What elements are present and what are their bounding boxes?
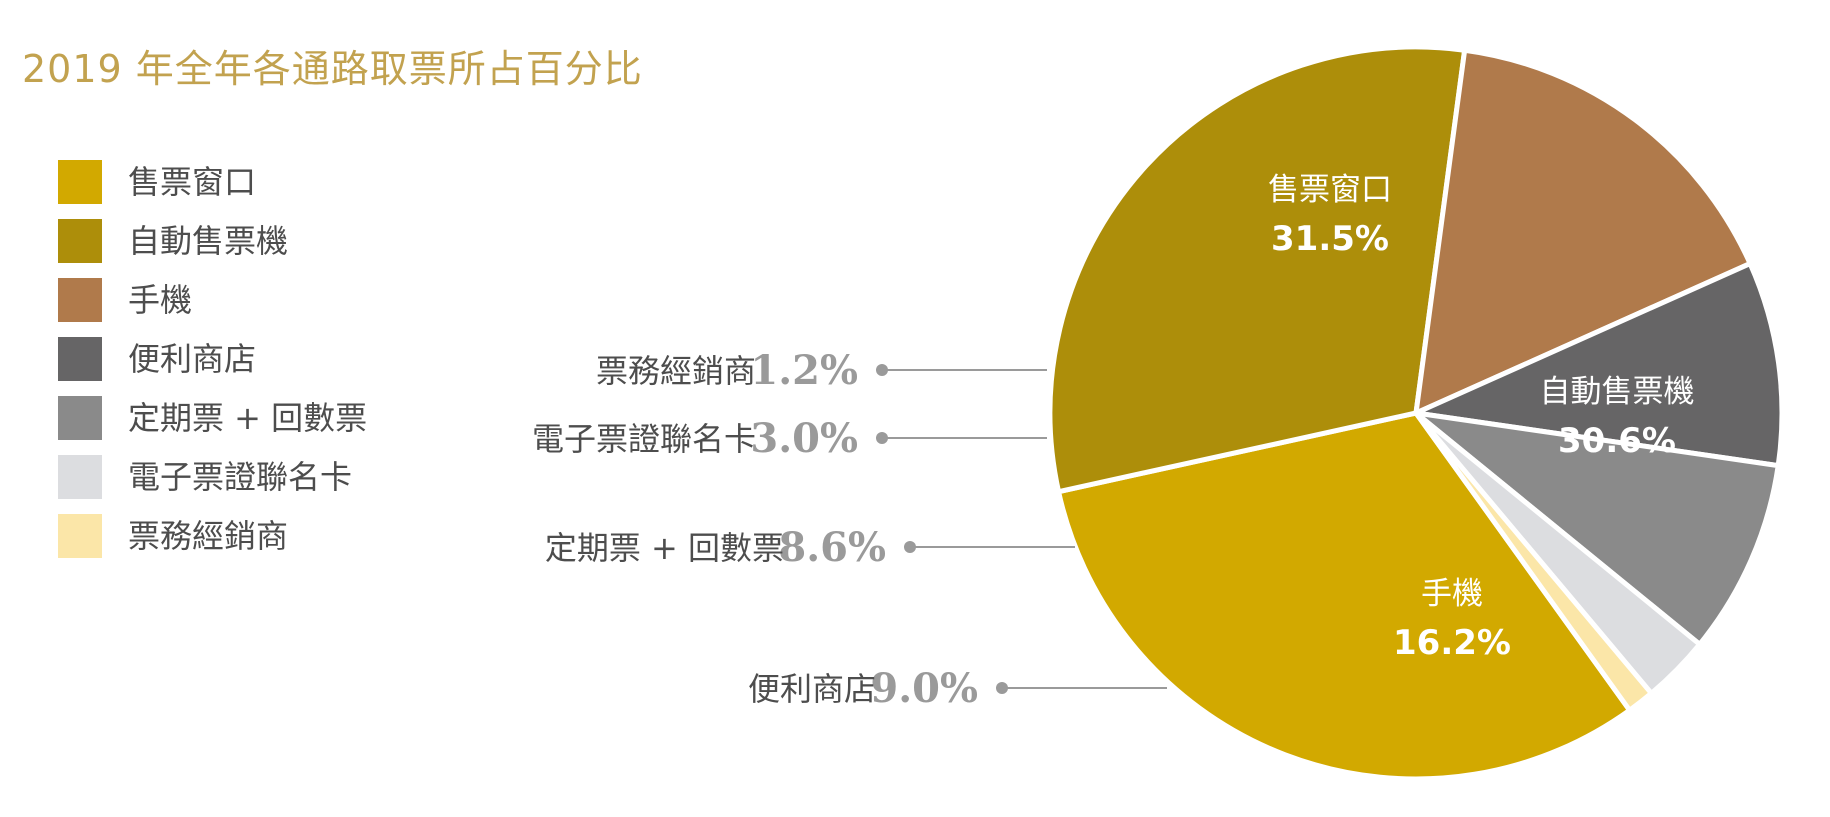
- callout-value-label: 8.6%: [778, 524, 886, 571]
- pie-slices: [1047, 44, 1785, 782]
- inner-labels: 售票窗口 31.5% 自動售票機 30.6% 手機 16.2%: [1268, 172, 1695, 663]
- callout-value-label: 9.0%: [870, 665, 978, 712]
- legend-label: 票務經銷商: [128, 517, 289, 555]
- slice-label: 自動售票機: [1540, 374, 1695, 410]
- legend-swatch: [58, 396, 102, 440]
- callouts: 9.0%便利商店 8.6%定期票 + 回數票 3.0%電子票證聯名卡 1.2%票務經銷…: [532, 347, 1167, 712]
- chart-title: 2019 年全年各通路取票所占百分比: [22, 47, 643, 91]
- legend-label: 定期票 + 回數票: [128, 399, 368, 437]
- legend-label: 電子票證聯名卡: [128, 458, 353, 496]
- slice-value-label: 16.2%: [1393, 623, 1511, 663]
- legend-swatch: [58, 278, 102, 322]
- legend-swatch: [58, 219, 102, 263]
- pie-slice-5: [1413, 410, 1781, 647]
- legend-label: 售票窗口: [128, 163, 257, 201]
- slice-value-label: 30.6%: [1558, 421, 1676, 461]
- pie-slice-4: [1413, 261, 1785, 469]
- callout-label: 電子票證聯名卡: [532, 420, 756, 458]
- slice-label: 售票窗口: [1268, 172, 1392, 208]
- legend-label: 自動售票機: [128, 222, 289, 260]
- slice-label: 手機: [1421, 576, 1483, 612]
- legend-swatch: [58, 160, 102, 204]
- pie-slice-3: [1413, 47, 1753, 416]
- legend-label: 手機: [128, 281, 193, 319]
- legend-swatch: [58, 337, 102, 381]
- pie-slice-2: [1047, 44, 1468, 495]
- callout-value-label: 3.0%: [750, 415, 858, 462]
- callout-dot: [996, 682, 1008, 694]
- legend-swatch: [58, 455, 102, 499]
- pie-slice-7: [1413, 410, 1654, 713]
- callout-dot: [904, 541, 916, 553]
- callout-dot: [876, 432, 888, 444]
- legend-label: 便利商店: [128, 340, 257, 378]
- legend-swatch: [58, 514, 102, 558]
- callout-dot: [876, 364, 888, 376]
- callout-label: 定期票 + 回數票: [545, 529, 784, 567]
- pie-slice-1: [1056, 410, 1633, 782]
- callout-label: 便利商店: [748, 670, 876, 708]
- callout-value-label: 1.2%: [750, 347, 858, 394]
- slice-value-label: 31.5%: [1271, 219, 1389, 259]
- callout-label: 票務經銷商: [596, 352, 756, 390]
